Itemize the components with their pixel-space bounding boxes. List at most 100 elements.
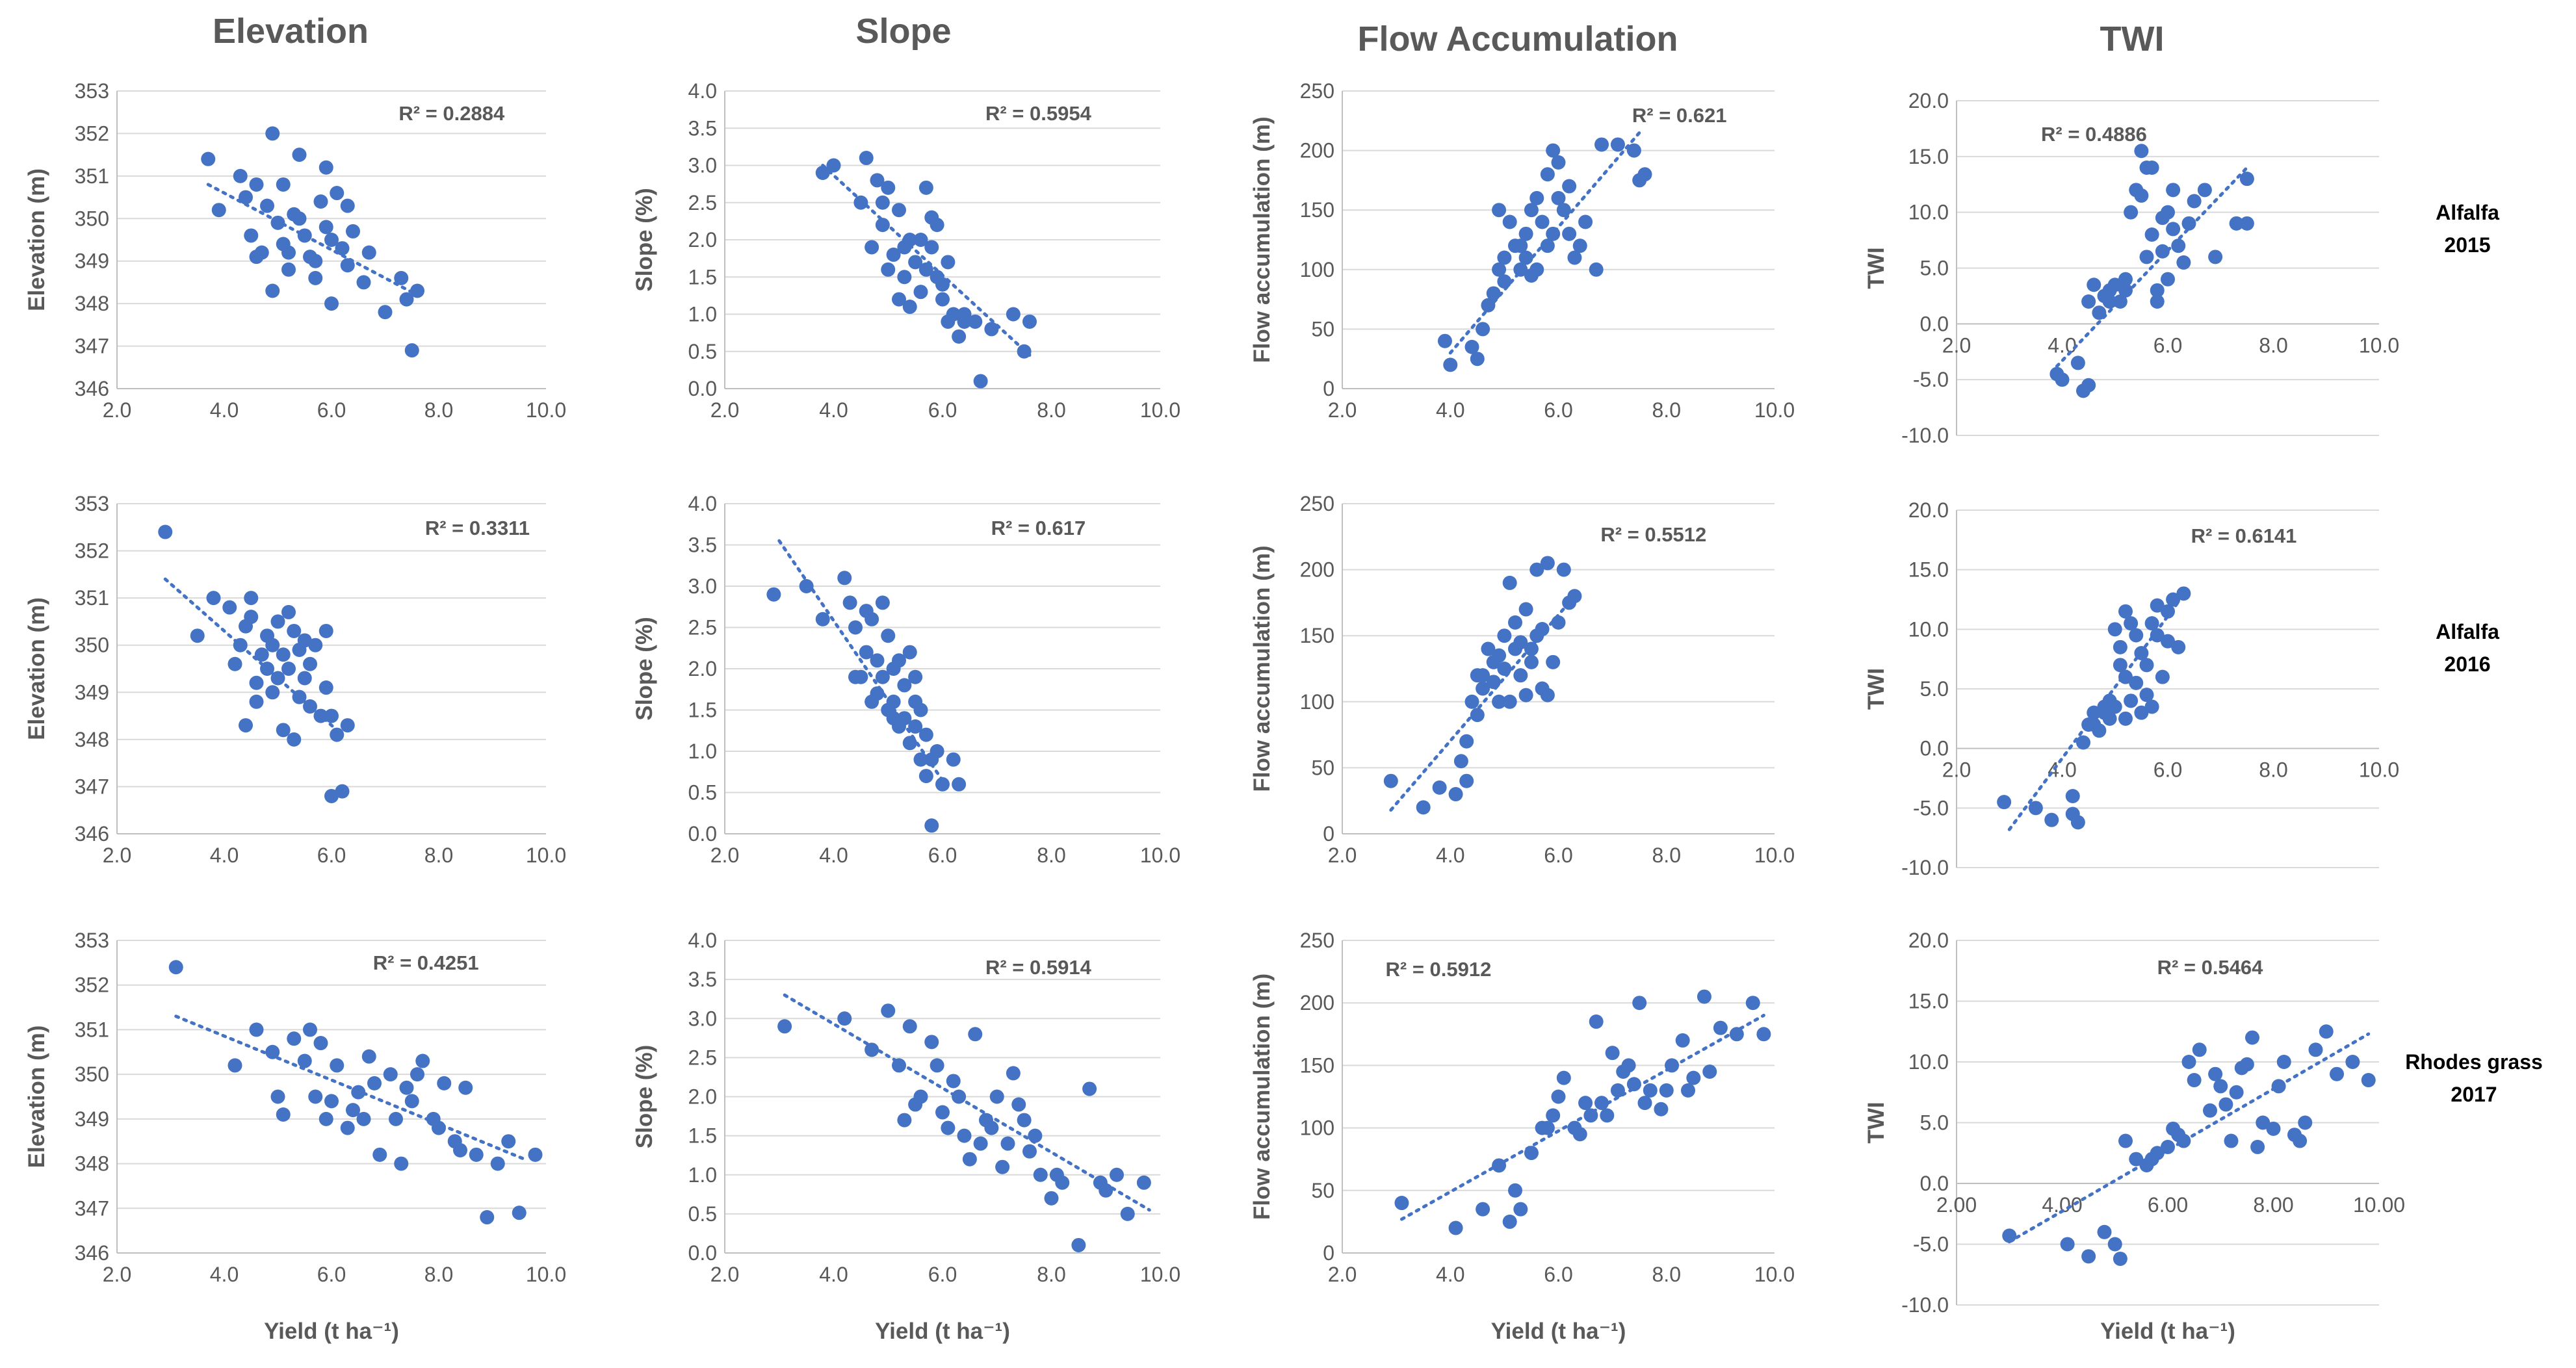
- flow-2016-point: [1546, 654, 1561, 669]
- twi-2016-point: [2134, 646, 2149, 660]
- flow-2017-point: [1713, 1020, 1728, 1035]
- flow-2015-point: [1497, 274, 1512, 289]
- flow-2015-point: [1637, 167, 1652, 182]
- flow-2016-xtick-label: 4.0: [1436, 844, 1464, 867]
- twi-2017-point: [2308, 1042, 2323, 1057]
- twi-2017-y-axis-title: TWI: [1864, 1102, 1889, 1143]
- flow-2016-panel: 0 50 100 150 200 250 2.0 4.0 6.0 8.0 10.0 Flow accu…: [1249, 492, 1795, 867]
- elev-2015-ytick-label: 349: [75, 250, 109, 273]
- flow-2015-point: [1497, 250, 1512, 265]
- flow-2017-ytick-label: 200: [1300, 991, 1334, 1014]
- twi-2016-y-axis-title: TWI: [1864, 668, 1889, 710]
- flow-2015-point: [1540, 167, 1555, 182]
- twi-2017-point: [2097, 1224, 2112, 1239]
- slope-2017-r2-label: R² = 0.5914: [985, 956, 1092, 979]
- elev-2015-xtick-label: 8.0: [424, 398, 453, 422]
- twi-2015-point: [2081, 378, 2096, 393]
- slope-2017-point: [837, 1011, 852, 1026]
- twi-2016-point: [2129, 675, 2144, 690]
- slope-2017-point: [1049, 1167, 1064, 1182]
- twi-2017-point: [2176, 1133, 2191, 1148]
- slope-2017-xtick-label: 6.0: [928, 1263, 957, 1286]
- twi-2016-point: [2150, 598, 2165, 613]
- twi-2016-trendline: [2007, 600, 2180, 831]
- slope-2016-point: [908, 669, 923, 684]
- elev-2015-r2-label: R² = 0.2884: [398, 102, 505, 125]
- elev-2017-point: [228, 1058, 242, 1073]
- flow-2015-r2-label: R² = 0.621: [1632, 104, 1727, 127]
- flow-2015-point: [1540, 239, 1555, 253]
- flow-2017-point: [1394, 1196, 1409, 1211]
- slope-2017-point: [1120, 1206, 1135, 1221]
- twi-2016-point: [2118, 604, 2133, 619]
- slope-2015-ytick-label: 0.5: [688, 340, 717, 363]
- flow-2016-point: [1432, 780, 1447, 795]
- twi-2015-point: [2113, 294, 2127, 309]
- twi-2017-point: [2129, 1152, 2144, 1167]
- twi-2015-point: [2166, 222, 2181, 237]
- flow-2016-point: [1459, 734, 1474, 749]
- slope-2017-point: [1017, 1113, 1032, 1128]
- slope-2015-point: [1006, 307, 1021, 322]
- slope-2017-point: [1006, 1066, 1021, 1081]
- twi-2015-point: [2092, 305, 2107, 320]
- flow-2017-point: [1745, 996, 1760, 1011]
- elev-2017-point: [383, 1067, 398, 1082]
- flow-2017-point: [1637, 1096, 1652, 1111]
- slope-2015-point: [897, 240, 912, 255]
- twi-2015-point: [2144, 227, 2159, 242]
- elev-2017-x-axis-title: Yield (t ha⁻¹): [264, 1319, 399, 1344]
- elev-2016-point: [319, 680, 333, 695]
- slope-2015-point: [913, 233, 928, 247]
- flow-2015-point: [1443, 357, 1458, 372]
- twi-2016-xtick-label: 4.0: [2048, 758, 2076, 782]
- slope-2016-ytick-label: 3.5: [688, 534, 717, 557]
- slope-2016-point: [908, 719, 923, 734]
- flow-2015-xtick-label: 6.0: [1544, 398, 1572, 422]
- twi-2016-point: [2144, 616, 2159, 631]
- elev-2017-ytick-label: 346: [75, 1241, 109, 1265]
- slope-2016-point: [799, 579, 814, 593]
- elev-2017-point: [512, 1206, 527, 1220]
- column-title-flow-accumulation: Flow Accumulation: [1357, 19, 1678, 58]
- twi-2015-point: [2166, 183, 2181, 198]
- slope-2015-point: [897, 270, 912, 285]
- flow-2017-point: [1546, 1108, 1561, 1123]
- flow-2015-point: [1567, 250, 1582, 265]
- charts-layer: 346 347 348 349 350 351 352 353 2.0 4.0 6.0 8.0 10.0…: [24, 79, 2405, 1344]
- slope-2015-ytick-label: 0.0: [688, 377, 717, 400]
- flow-2017-ytick-label: 250: [1300, 929, 1334, 952]
- flow-2016-point: [1448, 787, 1463, 802]
- twi-2016-r2-label: R² = 0.6141: [2191, 524, 2297, 547]
- slope-2016-point: [815, 612, 830, 626]
- elev-2015-ytick-label: 352: [75, 122, 109, 145]
- flow-2015-ytick-label: 200: [1300, 139, 1334, 162]
- slope-2016-ytick-label: 4.0: [688, 492, 717, 515]
- flow-2015-ytick-label: 250: [1300, 79, 1334, 103]
- slope-2017-point: [881, 1003, 896, 1018]
- elev-2016-ytick-label: 348: [75, 728, 109, 751]
- elev-2016-point: [324, 788, 339, 803]
- flow-2016-point: [1540, 688, 1555, 703]
- elev-2016-panel: 346 347 348 349 350 351 352 353 2.0 4.0 6.0 8.0 10.0…: [24, 492, 566, 867]
- flow-2015-point: [1551, 155, 1566, 170]
- twi-2015-point: [2102, 294, 2117, 309]
- elev-2015-point: [313, 194, 328, 209]
- twi-2017-x-axis-title: Yield (t ha⁻¹): [2100, 1319, 2235, 1344]
- row-label-2015-crop: Alfalfa: [2436, 201, 2499, 224]
- slope-2017-ytick-label: 3.5: [688, 968, 717, 991]
- elev-2017-point: [330, 1058, 345, 1073]
- slope-2016-point: [897, 711, 912, 726]
- twi-2015-point: [2118, 272, 2133, 287]
- elev-2015-point: [330, 186, 345, 201]
- twi-2016-point: [2155, 669, 2170, 684]
- flow-2017-point: [1524, 1146, 1539, 1161]
- elev-2017-y-axis-title: Elevation (m): [24, 1026, 49, 1168]
- slope-2017-point: [930, 1058, 944, 1073]
- slope-2015-ytick-label: 1.5: [688, 265, 717, 289]
- twi-2017-point: [2166, 1121, 2181, 1136]
- flow-2015-point: [1546, 226, 1561, 241]
- elev-2017-point: [367, 1076, 382, 1091]
- flow-2017-ytick-label: 50: [1311, 1179, 1334, 1202]
